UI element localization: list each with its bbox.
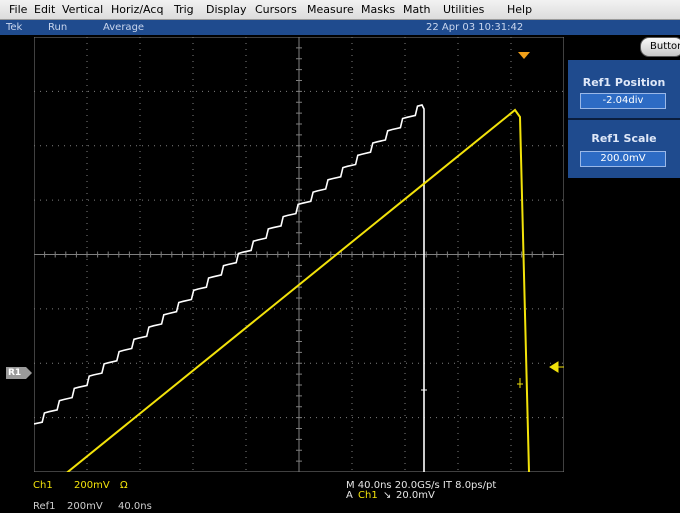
ref1-readout-label[interactable]: Ref1 <box>33 501 56 512</box>
menu-vertical[interactable]: Vertical <box>62 3 104 16</box>
run-state: Run <box>48 22 68 33</box>
ref1-scale-field[interactable]: 200.0mV <box>580 151 666 167</box>
menu-file[interactable]: File <box>9 3 28 16</box>
ref1-position-field[interactable]: -2.04div <box>580 93 666 109</box>
trigger-a-label: A <box>346 490 353 501</box>
trigger-source-readout[interactable]: Ch1 <box>358 490 378 501</box>
menu-bar: File Edit Vertical Horiz/Acq Trig Displa… <box>0 0 680 20</box>
menu-edit[interactable]: Edit <box>34 3 56 16</box>
menu-help[interactable]: Help <box>507 3 533 16</box>
trigger-slope-readout: ↘ <box>383 490 392 501</box>
ref1-ground-marker[interactable]: R1 <box>6 367 32 379</box>
ch1-trace-marker <box>517 378 523 388</box>
menu-math[interactable]: Math <box>403 3 431 16</box>
trigger-level-readout[interactable]: 20.0mV <box>396 490 435 501</box>
trigger-position-marker <box>518 52 530 59</box>
brand-label: Tek <box>6 22 23 33</box>
menu-cursors[interactable]: Cursors <box>255 3 297 16</box>
graticule-grid <box>34 37 564 472</box>
menu-display[interactable]: Display <box>206 3 247 16</box>
panel-divider <box>568 118 680 120</box>
timebase-readout[interactable]: M 40.0ns 20.0GS/s IT 8.0ps/pt <box>346 480 497 491</box>
ref1-scale-title: Ref1 Scale <box>591 132 657 145</box>
ch1-waveform <box>66 108 530 472</box>
side-panel: Ref1 Position -2.04div Ref1 Scale 200.0m… <box>568 60 680 178</box>
ch1-readout-label[interactable]: Ch1 <box>33 480 53 491</box>
ref1-scale-readout[interactable]: 200mV <box>67 501 103 512</box>
ref1-trace-marker <box>421 385 427 393</box>
status-bar: Tek Run Average 22 Apr 03 10:31:42 <box>0 20 680 35</box>
menu-horiz-acq[interactable]: Horiz/Acq <box>111 3 164 16</box>
ref1-waveform <box>34 104 425 472</box>
buttons-button[interactable]: Buttons <box>640 37 680 57</box>
ch1-scale-readout[interactable]: 200mV <box>74 480 110 491</box>
menu-measure[interactable]: Measure <box>307 3 354 16</box>
menu-trig[interactable]: Trig <box>174 3 194 16</box>
ch1-coupling-readout: Ω <box>120 480 128 491</box>
trigger-level-arrow <box>549 361 564 373</box>
ref1-position-title: Ref1 Position <box>582 76 666 89</box>
menu-utilities[interactable]: Utilities <box>443 3 485 16</box>
waveform-display[interactable] <box>34 37 564 472</box>
menu-masks[interactable]: Masks <box>361 3 396 16</box>
acquisition-mode: Average <box>103 22 145 33</box>
ref1-time-readout: 40.0ns <box>118 501 152 512</box>
date-time: 22 Apr 03 10:31:42 <box>426 22 524 33</box>
